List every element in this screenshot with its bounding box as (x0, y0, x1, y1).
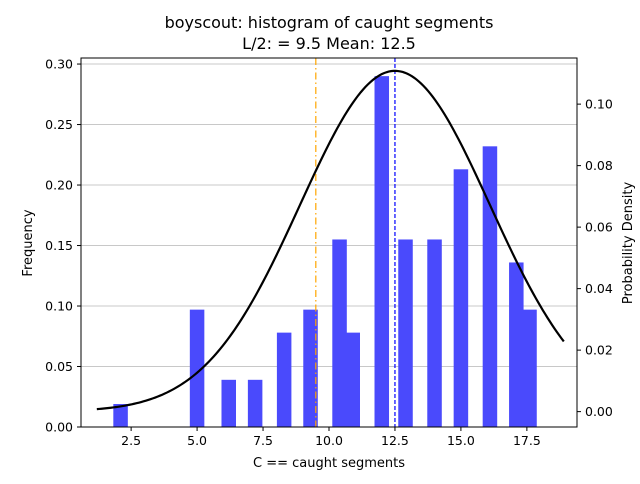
y-left-tick-label: 0.10 (45, 299, 73, 314)
y-axis-right-label: Probability Density (621, 182, 636, 305)
y-axis-right: 0.00 0.02 0.04 0.06 0.08 0.10 (577, 97, 613, 419)
histogram-bar (276, 332, 292, 427)
histogram-bar (221, 379, 236, 427)
histogram-bar (345, 332, 360, 427)
histogram-bar (427, 239, 442, 427)
histogram-bar (482, 146, 498, 427)
y-left-tick-label: 0.00 (45, 420, 73, 435)
histogram-bar (374, 76, 390, 428)
x-axis-label: C == caught segments (253, 456, 405, 471)
grid-lines (81, 63, 577, 428)
histogram-bar (189, 309, 205, 427)
x-tick-label: 15.0 (447, 433, 475, 448)
y-left-tick-label: 0.15 (45, 238, 73, 253)
histogram-bar (398, 239, 413, 427)
histogram-bar (522, 309, 537, 427)
y-right-tick-label: 0.00 (585, 404, 613, 419)
histogram-bar (332, 239, 347, 427)
x-axis: 2.5 5.0 7.5 10.0 12.5 15.0 17.5 (121, 427, 541, 448)
y-right-tick-label: 0.06 (585, 220, 613, 235)
x-tick-label: 12.5 (381, 433, 409, 448)
density-curve-group (96, 69, 565, 411)
histogram-bar (247, 379, 263, 427)
y-right-tick-label: 0.10 (585, 97, 613, 112)
y-right-tick-label: 0.04 (585, 281, 613, 296)
y-left-tick-label: 0.20 (45, 178, 73, 193)
y-right-tick-label: 0.08 (585, 158, 613, 173)
y-left-tick-label: 0.05 (45, 359, 73, 374)
histogram-bar (113, 404, 128, 427)
bars-group (113, 76, 537, 428)
density-curve (96, 69, 565, 411)
chart-title-line1: boyscout: histogram of caught segments (165, 13, 494, 32)
y-right-tick-label: 0.02 (585, 343, 613, 358)
y-left-tick-label: 0.30 (45, 57, 73, 72)
chart-title-line2: L/2: = 9.5 Mean: 12.5 (242, 34, 416, 53)
histogram-bar (509, 262, 524, 427)
y-left-tick-label: 0.25 (45, 117, 73, 132)
histogram-bar (303, 309, 318, 427)
x-tick-label: 2.5 (121, 433, 141, 448)
y-axis-left-label: Frequency (21, 209, 36, 276)
x-tick-label: 7.5 (253, 433, 273, 448)
x-tick-label: 5.0 (187, 433, 207, 448)
x-tick-label: 10.0 (315, 433, 343, 448)
reference-lines (315, 58, 396, 427)
histogram-bar (453, 169, 469, 427)
y-axis-left: 0.00 0.05 0.10 0.15 0.20 0.25 0.30 (45, 57, 81, 435)
x-tick-label: 17.5 (513, 433, 541, 448)
